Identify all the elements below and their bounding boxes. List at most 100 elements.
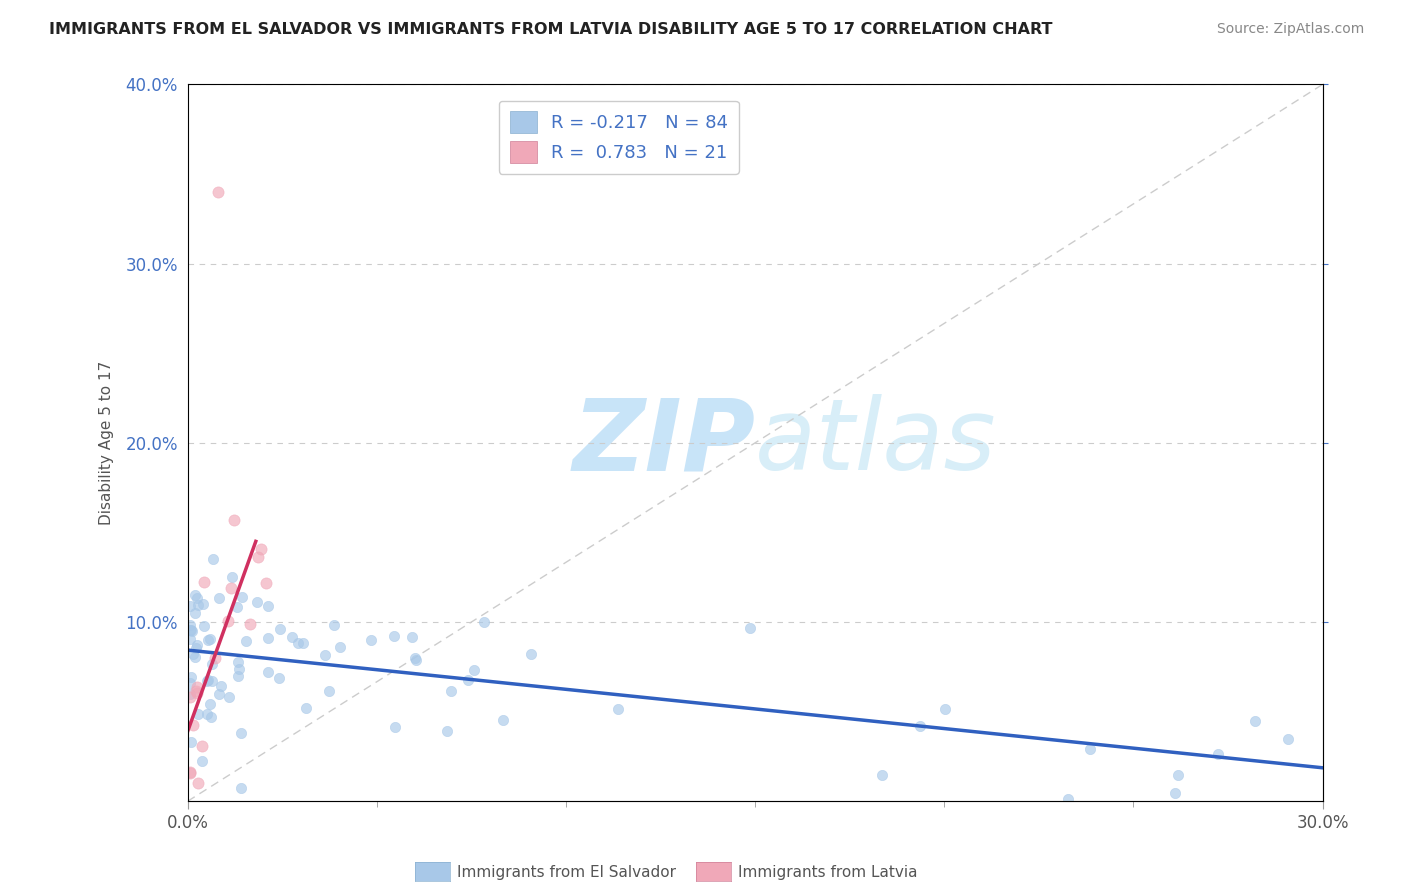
Point <box>329 640 352 655</box>
Point <box>239 616 262 631</box>
Point <box>181 647 204 661</box>
Point <box>221 581 243 595</box>
Point <box>179 765 201 780</box>
Point <box>225 600 247 615</box>
Point <box>186 591 208 606</box>
Point <box>1277 731 1299 746</box>
Point <box>222 513 245 527</box>
Point <box>269 622 291 636</box>
Point <box>246 549 269 564</box>
Point <box>179 676 201 690</box>
Point <box>323 618 346 632</box>
Point <box>606 702 628 716</box>
Point <box>201 552 224 566</box>
Point <box>384 720 406 734</box>
Point <box>295 701 318 715</box>
Point <box>287 636 309 650</box>
Point <box>191 755 214 769</box>
Point <box>401 630 423 644</box>
Point <box>180 735 202 749</box>
Point <box>191 597 214 611</box>
Point <box>187 706 209 721</box>
Point <box>181 717 204 731</box>
Legend: R = -0.217   N = 84, R =  0.783   N = 21: R = -0.217 N = 84, R = 0.783 N = 21 <box>499 101 740 174</box>
Point <box>201 674 224 689</box>
Point <box>186 638 208 652</box>
Point <box>221 570 243 584</box>
Point <box>256 599 278 613</box>
Point <box>492 714 515 728</box>
Point <box>181 624 204 638</box>
Point <box>281 630 304 644</box>
Point <box>1167 768 1189 782</box>
Point <box>179 623 201 637</box>
Point <box>207 591 229 605</box>
Point <box>204 650 226 665</box>
Point <box>463 663 485 677</box>
Point <box>197 632 219 647</box>
Point <box>382 629 405 643</box>
Point <box>1164 786 1187 800</box>
Point <box>934 701 956 715</box>
Y-axis label: Disability Age 5 to 17: Disability Age 5 to 17 <box>100 360 114 525</box>
Point <box>218 690 240 704</box>
Point <box>211 679 233 693</box>
Point <box>198 632 221 646</box>
Point <box>1056 792 1078 806</box>
Point <box>201 657 224 672</box>
Point <box>184 606 207 620</box>
Text: Immigrants from Latvia: Immigrants from Latvia <box>738 865 918 880</box>
Point <box>193 575 215 590</box>
Point <box>205 847 228 862</box>
Point <box>472 615 495 629</box>
Point <box>318 683 340 698</box>
Point <box>436 724 458 739</box>
Point <box>1078 742 1101 756</box>
Point <box>360 632 382 647</box>
Point <box>314 648 336 663</box>
Point <box>440 684 463 698</box>
Point <box>217 615 239 629</box>
Point <box>197 673 219 687</box>
Point <box>292 636 315 650</box>
Point <box>229 780 252 795</box>
Point <box>246 595 269 609</box>
Point <box>1243 714 1265 728</box>
Point <box>405 653 427 667</box>
Point <box>740 621 762 635</box>
Point <box>207 185 229 199</box>
Point <box>257 665 280 680</box>
Point <box>179 687 201 701</box>
Point <box>191 739 214 754</box>
Point <box>187 776 209 790</box>
Point <box>193 619 215 633</box>
Point <box>208 688 231 702</box>
Text: Immigrants from El Salvador: Immigrants from El Salvador <box>457 865 676 880</box>
Point <box>184 649 207 664</box>
Point <box>269 672 291 686</box>
Point <box>186 684 208 698</box>
Point <box>231 590 253 604</box>
Point <box>195 674 218 689</box>
Point <box>229 726 252 740</box>
Text: IMMIGRANTS FROM EL SALVADOR VS IMMIGRANTS FROM LATVIA DISABILITY AGE 5 TO 17 COR: IMMIGRANTS FROM EL SALVADOR VS IMMIGRANT… <box>49 22 1053 37</box>
Point <box>256 631 278 645</box>
Point <box>870 768 893 782</box>
Point <box>1208 747 1230 761</box>
Point <box>235 634 257 648</box>
Text: atlas: atlas <box>755 394 997 491</box>
Point <box>200 710 222 724</box>
Point <box>254 576 277 591</box>
Point <box>404 651 426 665</box>
Point <box>200 697 222 711</box>
Point <box>908 719 931 733</box>
Point <box>228 662 250 676</box>
Text: Source: ZipAtlas.com: Source: ZipAtlas.com <box>1216 22 1364 37</box>
Point <box>184 640 207 655</box>
Text: ZIP: ZIP <box>572 394 755 491</box>
Point <box>250 542 273 557</box>
Point <box>187 598 209 612</box>
Point <box>179 618 201 632</box>
Point <box>195 706 218 721</box>
Point <box>457 673 479 687</box>
